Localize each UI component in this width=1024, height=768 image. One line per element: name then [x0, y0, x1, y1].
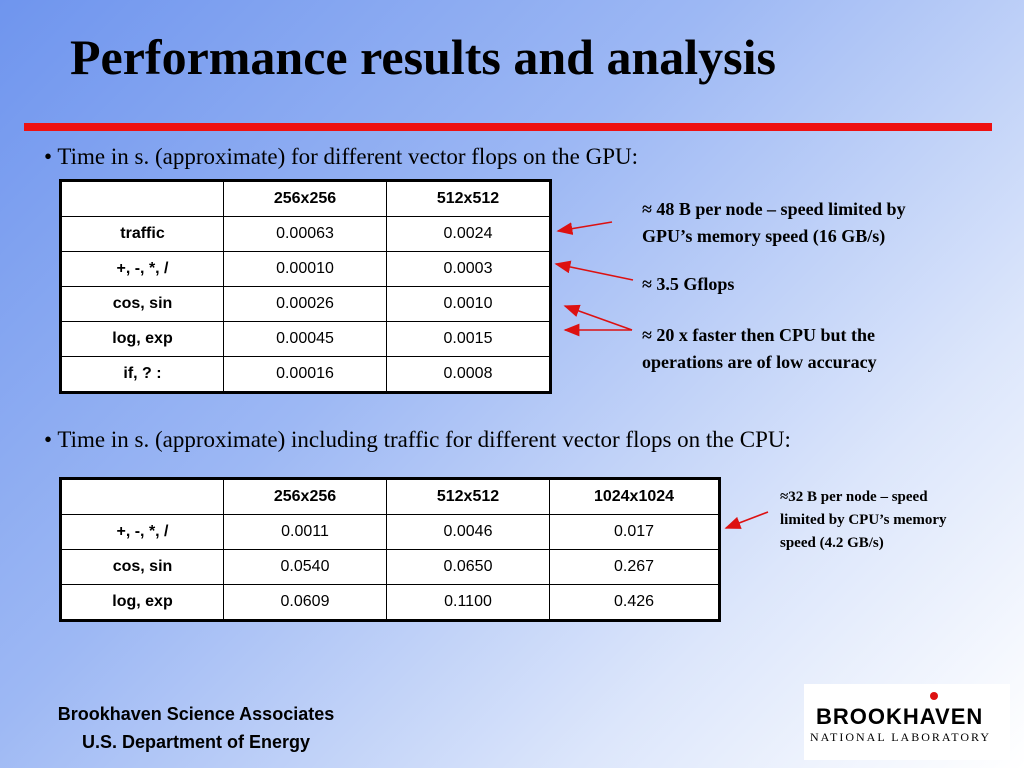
table-row: if, ? : 0.00016 0.0008: [60, 356, 551, 393]
note-gflops: ≈ 3.5 Gflops: [642, 271, 734, 298]
footer-line: U.S. Department of Energy: [81, 732, 311, 752]
header-cell: 256x256: [223, 180, 387, 217]
table-row: log, exp 0.00045 0.0015: [60, 321, 551, 357]
header-cell: 1024x1024: [549, 478, 720, 515]
note-line: limited by CPU’s memory: [780, 512, 947, 528]
slide-title: Performance results and analysis: [70, 29, 776, 85]
table-row: +, -, *, / 0.00010 0.0003: [60, 251, 551, 287]
table-cell: 0.0650: [386, 549, 550, 585]
row-label: cos, sin: [60, 286, 224, 322]
arrow-gflops: [554, 260, 634, 281]
note-line: ≈ 20 x faster then CPU but the: [642, 325, 876, 345]
note-line: ≈ 3.5 Gflops: [642, 274, 735, 294]
table-row: traffic 0.00063 0.0024: [60, 216, 551, 252]
logo-wordmark: BROOKHAVEN: [816, 704, 984, 729]
cpu-table: 256x256 512x512 1024x1024 +, -, *, / 0.0…: [59, 477, 721, 622]
table-cell: 0.0015: [386, 321, 551, 357]
note-line: speed (4.2 GB/s): [780, 535, 884, 551]
note-line: ≈ 48 B per node – speed limited by: [642, 199, 906, 219]
table-cell: 0.017: [549, 514, 720, 550]
note-line: GPU’s memory speed (16 GB/s): [642, 226, 886, 246]
logo-subtitle: NATIONAL LABORATORY: [810, 730, 992, 744]
table-cell: 0.1100: [386, 584, 550, 621]
table-cell: 0.426: [549, 584, 720, 621]
note-faster: ≈ 20 x faster then CPU but the operation…: [642, 322, 877, 376]
row-label: traffic: [60, 216, 224, 252]
note-line: ≈32 B per node – speed: [780, 489, 928, 505]
table-cell: 0.00063: [223, 216, 387, 252]
brookhaven-logo: BROOKHAVEN NATIONAL LABORATORY: [804, 684, 1010, 760]
row-label: log, exp: [60, 584, 224, 621]
arrow-traffic: [556, 221, 613, 235]
table-cell: 0.0046: [386, 514, 550, 550]
header-cell: [60, 478, 224, 515]
table-row: +, -, *, / 0.0011 0.0046 0.017: [60, 514, 720, 550]
table-cell: 0.00016: [223, 356, 387, 393]
table-cell: 0.267: [549, 549, 720, 585]
bullet-cpu: • Time in s. (approximate) including tra…: [44, 427, 791, 452]
table-cell: 0.00010: [223, 251, 387, 287]
title-underline: [24, 123, 992, 131]
table-cell: 0.00026: [223, 286, 387, 322]
table-row: log, exp 0.0609 0.1100 0.426: [60, 584, 720, 621]
table-cell: 0.0003: [386, 251, 551, 287]
footer: Brookhaven Science Associates U.S. Depar…: [40, 700, 352, 756]
table-cell: 0.0010: [386, 286, 551, 322]
row-label: if, ? :: [60, 356, 224, 393]
logo-star-icon: [930, 692, 938, 700]
table-cell: 0.0609: [223, 584, 387, 621]
row-label: +, -, *, /: [60, 514, 224, 550]
table-cell: 0.0024: [386, 216, 551, 252]
note-cpu: ≈32 B per node – speed limited by CPU’s …: [780, 486, 947, 555]
table-header-row: 256x256 512x512: [60, 180, 551, 217]
table-row: cos, sin 0.00026 0.0010: [60, 286, 551, 322]
gpu-table: 256x256 512x512 traffic 0.00063 0.0024 +…: [59, 179, 552, 394]
note-line: operations are of low accuracy: [642, 352, 877, 372]
row-label: cos, sin: [60, 549, 224, 585]
table-cell: 0.0008: [386, 356, 551, 393]
bullet-gpu: • Time in s. (approximate) for different…: [44, 144, 639, 169]
arrow-faster-1: [563, 304, 633, 331]
table-row: cos, sin 0.0540 0.0650 0.267: [60, 549, 720, 585]
note-gpu-traffic: ≈ 48 B per node – speed limited by GPU’s…: [642, 196, 906, 250]
arrow-cpu: [724, 511, 769, 529]
footer-line: Brookhaven Science Associates: [57, 704, 335, 724]
